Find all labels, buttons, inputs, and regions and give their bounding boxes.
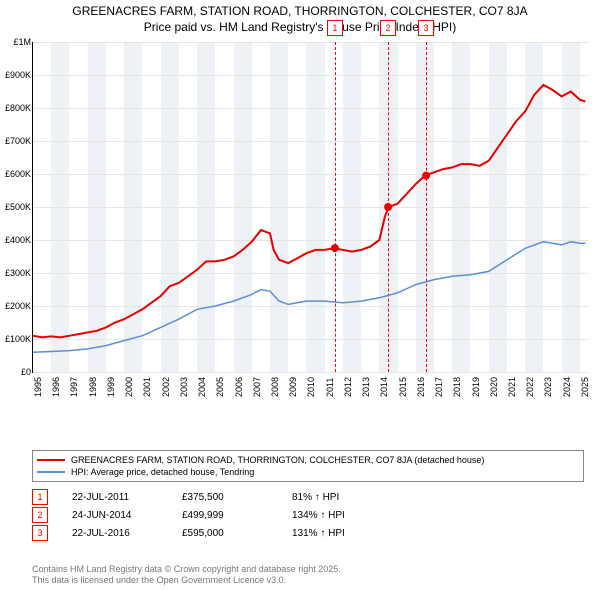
x-tick: 2009 bbox=[288, 377, 298, 397]
legend: GREENACRES FARM, STATION ROAD, THORRINGT… bbox=[32, 450, 584, 482]
y-tick: £700K bbox=[1, 136, 31, 146]
x-tick: 2023 bbox=[543, 377, 553, 397]
sale-row: 3 22-JUL-2016£595,000131% ↑ HPI bbox=[32, 524, 345, 542]
legend-label-2: HPI: Average price, detached house, Tend… bbox=[71, 467, 254, 477]
sale-num: 1 bbox=[32, 489, 48, 505]
x-tick: 2011 bbox=[325, 378, 335, 397]
x-tick: 2025 bbox=[580, 377, 590, 397]
x-tick: 2000 bbox=[124, 377, 134, 397]
series-line bbox=[33, 242, 585, 353]
x-tick: 2002 bbox=[161, 377, 171, 397]
x-tick: 2005 bbox=[215, 377, 225, 397]
x-tick: 2020 bbox=[489, 377, 499, 397]
sale-num: 3 bbox=[32, 525, 48, 541]
x-tick: 1998 bbox=[88, 377, 98, 397]
y-tick: £200K bbox=[1, 301, 31, 311]
sale-callout: 1 bbox=[327, 20, 343, 36]
sale-price: £499,999 bbox=[182, 510, 292, 521]
x-tick: 2024 bbox=[562, 377, 572, 397]
sale-row: 1 22-JUL-2011£375,50081% ↑ HPI bbox=[32, 488, 345, 506]
legend-row-2: HPI: Average price, detached house, Tend… bbox=[37, 466, 579, 478]
y-tick: £400K bbox=[1, 235, 31, 245]
x-tick: 2013 bbox=[361, 377, 371, 397]
sale-row: 2 24-JUN-2014£499,999134% ↑ HPI bbox=[32, 506, 345, 524]
sale-callout: 2 bbox=[380, 20, 396, 36]
x-tick: 2010 bbox=[306, 377, 316, 397]
sale-pct: 81% ↑ HPI bbox=[292, 492, 339, 503]
sale-date: 24-JUN-2014 bbox=[72, 510, 182, 521]
plot-area: £0£100K£200K£300K£400K£500K£600K£700K£80… bbox=[32, 42, 589, 373]
x-tick: 2007 bbox=[252, 377, 262, 397]
y-tick: £300K bbox=[1, 268, 31, 278]
x-tick: 2003 bbox=[179, 377, 189, 397]
chart-title-1: GREENACRES FARM, STATION ROAD, THORRINGT… bbox=[0, 0, 600, 20]
sale-dot bbox=[331, 244, 339, 252]
sale-date: 22-JUL-2016 bbox=[72, 528, 182, 539]
y-tick: £100K bbox=[1, 334, 31, 344]
footnote-line-2: This data is licensed under the Open Gov… bbox=[32, 575, 341, 586]
chart-area: £0£100K£200K£300K£400K£500K£600K£700K£80… bbox=[32, 42, 588, 412]
x-tick: 2006 bbox=[234, 377, 244, 397]
x-tick: 2004 bbox=[197, 377, 207, 397]
y-tick: £500K bbox=[1, 202, 31, 212]
legend-row-1: GREENACRES FARM, STATION ROAD, THORRINGT… bbox=[37, 454, 579, 466]
sale-dot bbox=[422, 172, 430, 180]
x-tick: 2017 bbox=[434, 377, 444, 397]
legend-label-1: GREENACRES FARM, STATION ROAD, THORRINGT… bbox=[71, 455, 484, 465]
series-line bbox=[33, 85, 585, 338]
x-tick: 1996 bbox=[51, 377, 61, 397]
x-tick: 1997 bbox=[69, 377, 79, 397]
x-tick: 2018 bbox=[452, 377, 462, 397]
chart-title-2: Price paid vs. HM Land Registry's House … bbox=[0, 20, 600, 36]
sale-callout: 3 bbox=[418, 20, 434, 36]
x-tick: 2014 bbox=[379, 377, 389, 397]
sale-price: £375,500 bbox=[182, 492, 292, 503]
x-tick: 2015 bbox=[398, 377, 408, 397]
y-tick: £0 bbox=[1, 367, 31, 377]
y-tick: £900K bbox=[1, 70, 31, 80]
x-tick: 2022 bbox=[525, 377, 535, 397]
legend-swatch-1 bbox=[37, 459, 65, 461]
x-tick: 2012 bbox=[343, 377, 353, 397]
sales-table: 1 22-JUL-2011£375,50081% ↑ HPI 2 24-JUN-201… bbox=[32, 488, 345, 542]
sale-pct: 134% ↑ HPI bbox=[292, 510, 345, 521]
footnote-line-1: Contains HM Land Registry data © Crown c… bbox=[32, 564, 341, 575]
x-tick: 2019 bbox=[471, 377, 481, 397]
x-tick: 1999 bbox=[106, 377, 116, 397]
x-tick: 2016 bbox=[416, 377, 426, 397]
x-tick: 1995 bbox=[33, 377, 43, 397]
legend-swatch-2 bbox=[37, 471, 65, 473]
x-tick: 2021 bbox=[507, 377, 517, 397]
sale-date: 22-JUL-2011 bbox=[72, 492, 182, 503]
y-tick: £1M bbox=[1, 37, 31, 47]
y-tick: £800K bbox=[1, 103, 31, 113]
x-tick: 2008 bbox=[270, 377, 280, 397]
sale-pct: 131% ↑ HPI bbox=[292, 528, 345, 539]
x-tick: 2001 bbox=[142, 377, 152, 397]
sale-price: £595,000 bbox=[182, 528, 292, 539]
footnote: Contains HM Land Registry data © Crown c… bbox=[32, 564, 341, 586]
y-tick: £600K bbox=[1, 169, 31, 179]
sale-num: 2 bbox=[32, 507, 48, 523]
sale-dot bbox=[384, 203, 392, 211]
